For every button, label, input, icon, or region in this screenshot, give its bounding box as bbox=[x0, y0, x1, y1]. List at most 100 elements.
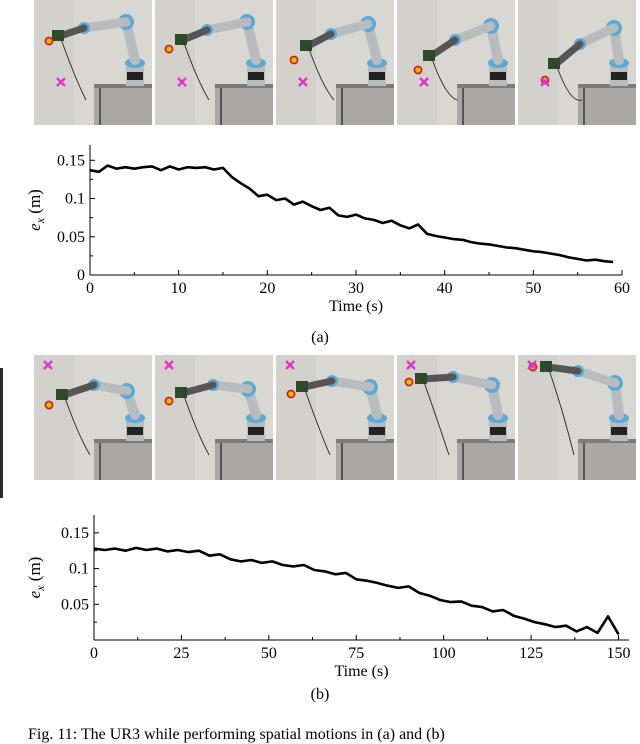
robot-arm bbox=[79, 17, 131, 33]
chart-b: 0 25 50 75 100 125 150 0.05 0.1 0.15 Time (s) ex (m… bbox=[0, 505, 640, 688]
photo-strip-b bbox=[0, 355, 640, 480]
gripper bbox=[296, 381, 308, 392]
robot-arm bbox=[202, 17, 252, 35]
gripper bbox=[548, 58, 560, 69]
robot-arm bbox=[327, 376, 375, 392]
y-label-unit: (m) bbox=[25, 189, 44, 218]
x-tick-label: 0 bbox=[90, 645, 98, 662]
table bbox=[215, 441, 273, 480]
table bbox=[578, 86, 636, 125]
robot-arm bbox=[450, 21, 496, 45]
robot-photo-a-2 bbox=[155, 0, 273, 125]
x-tick-label: 50 bbox=[525, 280, 541, 297]
robot-illustration bbox=[34, 355, 152, 480]
x-tick-label: 75 bbox=[348, 645, 364, 662]
x-mark-icon bbox=[177, 77, 187, 87]
robot-photo-b-4 bbox=[397, 355, 515, 480]
y-label-sub: x bbox=[33, 585, 47, 592]
y-label-main: e bbox=[25, 223, 44, 231]
x-mark-icon bbox=[540, 77, 550, 87]
photo-strip-a bbox=[0, 0, 640, 125]
robot-arm bbox=[575, 23, 619, 49]
robot-photo-a-4 bbox=[397, 0, 515, 125]
figure-caption: Fig. 11: The UR3 while performing spatia… bbox=[28, 726, 445, 743]
x-mark-icon bbox=[164, 360, 174, 370]
y-label-sub: x bbox=[33, 217, 47, 224]
table bbox=[336, 86, 394, 125]
x-mark-icon bbox=[56, 77, 66, 87]
x-mark-icon bbox=[527, 360, 537, 370]
y-tick-label: 0.15 bbox=[61, 525, 89, 542]
table bbox=[578, 441, 636, 480]
y-axis-label: ex (m) bbox=[25, 557, 47, 599]
x-tick-label: 30 bbox=[348, 280, 364, 297]
y-label-unit: (m) bbox=[25, 557, 44, 586]
y-tick-label: 0.05 bbox=[57, 229, 85, 246]
robot-illustration bbox=[276, 355, 394, 480]
panel-b-label: (b) bbox=[310, 686, 330, 703]
gripper bbox=[540, 361, 552, 372]
x-mark-icon bbox=[285, 360, 295, 370]
table bbox=[457, 441, 515, 480]
x-mark-icon bbox=[43, 360, 53, 370]
table bbox=[215, 86, 273, 125]
robot-illustration bbox=[397, 355, 515, 480]
x-tick-label: 10 bbox=[171, 280, 187, 297]
robot-illustration bbox=[518, 355, 636, 480]
dot-marker-icon bbox=[289, 55, 299, 65]
table bbox=[457, 86, 515, 125]
robot-illustration bbox=[276, 0, 394, 125]
x-tick-label: 125 bbox=[519, 645, 543, 662]
robot-illustration bbox=[155, 0, 273, 125]
robot-photo-a-3 bbox=[276, 0, 394, 125]
table bbox=[94, 86, 152, 125]
x-axis-label: Time (s) bbox=[329, 298, 383, 315]
robot-photo-a-5 bbox=[518, 0, 636, 125]
gripper bbox=[415, 373, 427, 384]
edge-bar bbox=[0, 368, 3, 498]
series-line bbox=[89, 164, 614, 264]
y-tick-label: 0 bbox=[77, 267, 85, 284]
panel-a-label: (a) bbox=[311, 329, 329, 346]
gripper bbox=[56, 389, 68, 400]
chart-a-svg: 0 10 20 30 40 50 60 0 0.05 0.1 0.15 Time (s) ex (m) bbox=[25, 145, 630, 315]
robot-photo-b-1 bbox=[34, 355, 152, 480]
robot-photo-b-2 bbox=[155, 355, 273, 480]
y-axis-label: ex (m) bbox=[25, 189, 47, 231]
gripper bbox=[300, 40, 312, 51]
x-mark-icon bbox=[298, 77, 308, 87]
robot-arm bbox=[326, 19, 373, 39]
gripper bbox=[175, 34, 187, 45]
dot-marker-icon bbox=[44, 36, 54, 46]
x-tick-label: 25 bbox=[173, 645, 189, 662]
dot-marker-icon bbox=[44, 400, 54, 410]
table bbox=[94, 441, 152, 480]
robot-illustration bbox=[155, 355, 273, 480]
robot-arm bbox=[448, 372, 497, 390]
robot-photo-a-1 bbox=[34, 0, 152, 125]
x-tick-label: 100 bbox=[432, 645, 456, 662]
y-label-main: e bbox=[25, 590, 44, 598]
robot-photo-b-3 bbox=[276, 355, 394, 480]
dot-marker-icon bbox=[164, 396, 174, 406]
y-tick-label: 0.1 bbox=[65, 191, 85, 208]
y-tick-label: 0.15 bbox=[57, 152, 85, 169]
table bbox=[336, 441, 394, 480]
robot-illustration bbox=[34, 0, 152, 125]
x-tick-label: 0 bbox=[86, 280, 94, 297]
x-mark-icon bbox=[406, 360, 416, 370]
chart-b-svg: 0 25 50 75 100 125 150 0.05 0.1 0.15 Time (s) ex (m… bbox=[25, 515, 631, 680]
y-tick-label: 0.1 bbox=[69, 561, 89, 578]
x-tick-label: 50 bbox=[261, 645, 277, 662]
x-tick-label: 20 bbox=[259, 280, 275, 297]
x-axis-label: Time (s) bbox=[334, 663, 388, 680]
x-tick-label: 40 bbox=[437, 280, 453, 297]
gripper bbox=[423, 50, 435, 61]
dot-marker-icon bbox=[164, 44, 174, 54]
dot-marker-icon bbox=[404, 377, 414, 387]
gripper bbox=[175, 387, 187, 398]
robot-arm bbox=[573, 366, 620, 388]
y-tick-label: 0.05 bbox=[61, 596, 89, 613]
x-tick-label: 150 bbox=[607, 645, 631, 662]
robot-photo-b-5 bbox=[518, 355, 636, 480]
